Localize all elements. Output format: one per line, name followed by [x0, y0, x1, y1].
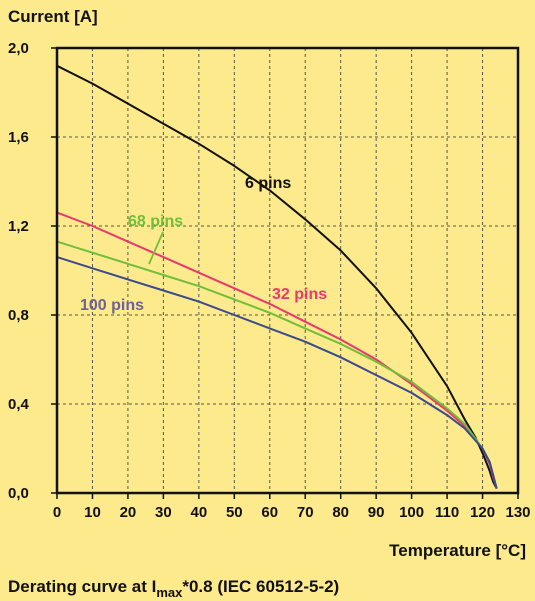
x-tick-label: 30	[155, 504, 172, 521]
caption-subscript: max	[156, 585, 183, 600]
y-tick-label: 0,4	[8, 396, 30, 413]
y-tick-label: 1,2	[8, 218, 29, 235]
series-label-68-pins: 68 pins	[128, 213, 183, 230]
x-tick-label: 90	[368, 504, 385, 521]
x-tick-label: 70	[297, 504, 314, 521]
caption-suffix: *0.8 (IEC 60512-5-2)	[182, 577, 339, 596]
x-tick-label: 60	[261, 504, 278, 521]
x-tick-label: 100	[399, 504, 424, 521]
x-tick-label: 80	[332, 504, 349, 521]
series-label-32-pins: 32 pins	[272, 286, 327, 303]
series-line-6-pins	[56, 64, 498, 490]
caption-prefix: Derating curve at I	[8, 577, 156, 596]
tick-labels: 0 10 20 30 40 50 60 70 80 90 100 110 120 130 0,0 0,4 0,8…	[8, 40, 531, 521]
y-tick-label: 0,0	[8, 485, 29, 502]
y-tick-label: 2,0	[8, 40, 29, 57]
x-axis-label: Temperature [°C]	[389, 541, 526, 560]
x-tick-label: 120	[470, 504, 495, 521]
series-label-100-pins: 100 pins	[80, 297, 144, 314]
x-tick-label: 40	[191, 504, 208, 521]
x-tick-label: 130	[505, 504, 530, 521]
grid	[57, 48, 518, 493]
series-lines	[56, 64, 498, 490]
plot-frame	[55, 46, 520, 495]
y-axis-label: Current [A]	[8, 7, 98, 26]
y-tick-label: 1,6	[8, 129, 29, 146]
x-tick-label: 0	[53, 504, 61, 521]
series-line-32-pins	[56, 211, 498, 489]
x-tick-label: 10	[84, 504, 101, 521]
x-tick-label: 50	[226, 504, 243, 521]
y-tick-label: 0,8	[8, 307, 29, 324]
chart-caption: Derating curve at Imax*0.8 (IEC 60512-5-…	[8, 577, 339, 600]
series-label-6-pins: 6 pins	[245, 175, 291, 192]
series-line-100-pins	[56, 256, 498, 489]
x-tick-label: 110	[435, 504, 459, 521]
x-tick-label: 20	[120, 504, 137, 521]
series-labels: 6 pins 32 pins 68 pins 100 pins	[80, 175, 327, 314]
68-pins-pointer	[148, 231, 164, 265]
